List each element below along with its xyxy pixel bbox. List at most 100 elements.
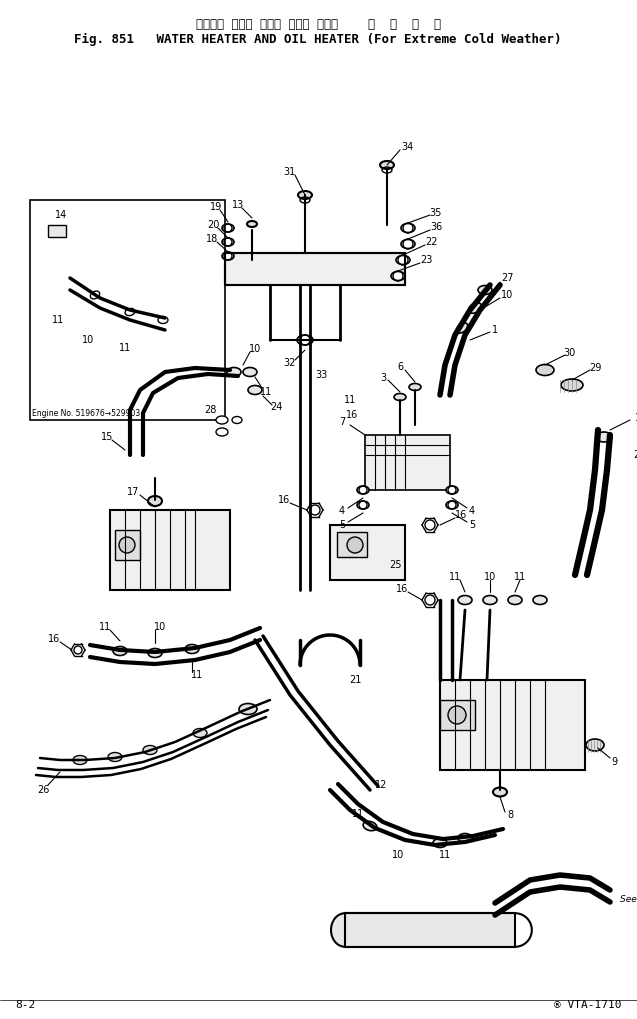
Text: ® VTA-1710: ® VTA-1710 — [554, 1000, 622, 1010]
Text: 11: 11 — [191, 671, 203, 680]
Text: 17: 17 — [127, 487, 140, 497]
Ellipse shape — [113, 646, 127, 655]
Text: 33: 33 — [315, 370, 327, 380]
Bar — [337, 532, 367, 557]
Text: 36: 36 — [430, 222, 442, 232]
Ellipse shape — [536, 365, 554, 375]
Text: 34: 34 — [401, 142, 413, 152]
Ellipse shape — [239, 703, 257, 714]
Ellipse shape — [357, 486, 369, 494]
Ellipse shape — [148, 648, 162, 657]
Ellipse shape — [380, 161, 394, 169]
Text: 11: 11 — [344, 395, 356, 405]
Ellipse shape — [456, 323, 468, 333]
Ellipse shape — [596, 432, 612, 442]
Text: 16: 16 — [278, 495, 290, 505]
Ellipse shape — [243, 368, 257, 376]
Text: Engine No. 519676→529903: Engine No. 519676→529903 — [32, 409, 140, 418]
Ellipse shape — [90, 291, 99, 299]
Ellipse shape — [216, 428, 228, 436]
Text: 14: 14 — [55, 210, 68, 220]
Ellipse shape — [533, 595, 547, 604]
Text: 10: 10 — [484, 572, 496, 582]
Text: 16: 16 — [48, 634, 60, 644]
Text: 16: 16 — [346, 410, 358, 420]
Ellipse shape — [409, 383, 421, 390]
Bar — [440, 700, 475, 730]
Text: 28: 28 — [204, 405, 216, 415]
Text: 18: 18 — [206, 234, 218, 244]
Text: 9: 9 — [611, 757, 617, 767]
Ellipse shape — [446, 486, 458, 494]
Ellipse shape — [586, 739, 604, 751]
Text: 11: 11 — [260, 387, 272, 397]
Text: 11: 11 — [119, 343, 131, 353]
Text: 1: 1 — [492, 325, 498, 335]
Text: 13: 13 — [232, 200, 244, 210]
Ellipse shape — [227, 368, 241, 376]
Text: 8: 8 — [507, 810, 513, 820]
Ellipse shape — [401, 239, 415, 249]
Text: 10: 10 — [635, 413, 637, 423]
Text: 11: 11 — [449, 572, 461, 582]
Ellipse shape — [401, 223, 415, 232]
Text: 29: 29 — [589, 363, 601, 373]
Text: 3: 3 — [380, 373, 386, 383]
Ellipse shape — [446, 501, 458, 510]
Text: 10: 10 — [82, 335, 94, 345]
Bar — [365, 435, 450, 490]
Text: ウォータ  ヒータ  および  オイル  ヒータ        極    寒    地    向: ウォータ ヒータ および オイル ヒータ 極 寒 地 向 — [196, 18, 441, 31]
Text: 10: 10 — [501, 290, 513, 300]
Ellipse shape — [298, 191, 312, 199]
Ellipse shape — [363, 821, 377, 830]
Text: 6: 6 — [397, 362, 403, 372]
Circle shape — [448, 706, 466, 725]
Text: 21: 21 — [349, 675, 361, 685]
Ellipse shape — [561, 379, 583, 391]
Text: 5: 5 — [469, 520, 475, 530]
Ellipse shape — [508, 595, 522, 604]
Text: 12: 12 — [375, 780, 387, 790]
Ellipse shape — [297, 335, 313, 345]
Ellipse shape — [458, 834, 472, 843]
Text: 15: 15 — [101, 432, 113, 442]
Text: 10: 10 — [154, 622, 166, 632]
Ellipse shape — [222, 252, 234, 260]
Bar — [345, 913, 515, 947]
Ellipse shape — [247, 221, 257, 227]
Text: 5: 5 — [339, 520, 345, 530]
Ellipse shape — [148, 496, 162, 506]
Circle shape — [347, 537, 363, 553]
Text: See Fig.502-6: See Fig.502-6 — [620, 896, 637, 905]
Bar — [330, 525, 405, 580]
Text: 25: 25 — [389, 560, 401, 570]
Text: 19: 19 — [210, 202, 222, 212]
Ellipse shape — [493, 788, 507, 797]
Ellipse shape — [143, 746, 157, 754]
Bar — [225, 253, 405, 285]
Text: 31: 31 — [283, 167, 295, 177]
Text: 27: 27 — [501, 273, 513, 283]
Text: 4: 4 — [339, 506, 345, 516]
Text: 11: 11 — [514, 572, 526, 582]
Text: 11: 11 — [99, 622, 111, 632]
Ellipse shape — [185, 644, 199, 653]
Text: 16: 16 — [455, 510, 467, 520]
Text: 11: 11 — [52, 315, 64, 325]
Ellipse shape — [158, 317, 168, 323]
Ellipse shape — [125, 309, 135, 316]
Ellipse shape — [232, 417, 242, 424]
Circle shape — [119, 537, 135, 553]
Ellipse shape — [391, 271, 405, 280]
Text: 10: 10 — [249, 344, 261, 354]
Ellipse shape — [193, 729, 207, 738]
Bar — [110, 510, 230, 590]
Ellipse shape — [357, 501, 369, 510]
Bar — [440, 680, 585, 770]
Text: 10: 10 — [392, 850, 404, 860]
Ellipse shape — [483, 595, 497, 604]
Ellipse shape — [469, 303, 482, 313]
Ellipse shape — [331, 913, 359, 947]
Text: 11: 11 — [439, 850, 451, 860]
Bar — [48, 225, 66, 237]
